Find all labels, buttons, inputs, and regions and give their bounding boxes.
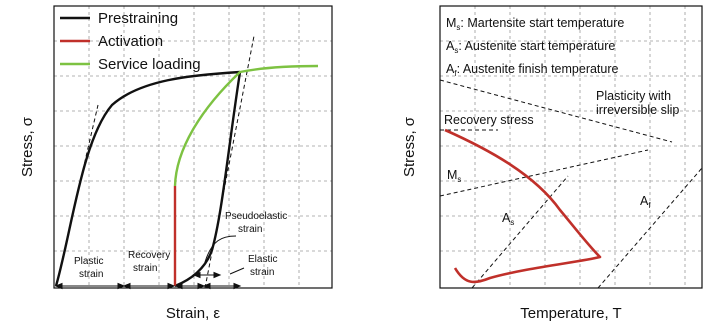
- ms-definition: Ms: Martensite start temperature: [446, 16, 624, 32]
- right-x-axis-title: Temperature, T: [520, 305, 621, 322]
- elastic-pointer: [229, 267, 245, 275]
- plasticity-line: [439, 79, 673, 143]
- legend-activation-label: Activation: [98, 33, 163, 50]
- ms-curve-label: Ms: [447, 168, 461, 184]
- legend-prestraining-label: Prestraining: [98, 10, 178, 27]
- right-frame: [439, 5, 703, 289]
- recovery-stress-label: Recovery stress: [444, 113, 534, 127]
- service-loading-curve: [173, 64, 319, 187]
- left-panel: Plastic strain Recovery strain Pseudoela…: [19, 5, 333, 322]
- recovery-stress-curve: [444, 128, 602, 284]
- legend-service-label: Service loading: [98, 56, 201, 73]
- plastic-strain-label-1: Plastic: [74, 256, 103, 267]
- pseudoelastic-strain-label-2: strain: [238, 224, 262, 235]
- prestraining-curve: [54, 70, 241, 287]
- plasticity-label-2: irreversible slip: [596, 103, 679, 117]
- right-panel: Ms: Martensite start temperature As: Aus…: [401, 5, 703, 322]
- left-y-axis-title: Stress, σ: [19, 116, 36, 177]
- unloading-curve: [174, 71, 242, 288]
- right-grid: [440, 6, 702, 288]
- elastic-strain-label-2: strain: [250, 267, 274, 278]
- left-frame: [53, 5, 333, 289]
- elastic-strain-label-1: Elastic: [248, 254, 277, 265]
- ms-line: [439, 149, 649, 197]
- pseudoelastic-pointer: [204, 235, 237, 263]
- af-line: [597, 167, 703, 289]
- recovery-strain-label-1: Recovery: [128, 250, 170, 261]
- left-grid: [54, 6, 332, 288]
- as-curve-label: As: [502, 211, 514, 227]
- plasticity-label-1: Plasticity with: [596, 89, 671, 103]
- pseudoelastic-strain-label-1: Pseudoelastic: [225, 211, 287, 222]
- as-definition: As: Austenite start temperature: [446, 39, 615, 55]
- recovery-strain-label-2: strain: [133, 263, 157, 274]
- right-y-axis-title: Stress, σ: [401, 116, 418, 177]
- right-legend: Ms: Martensite start temperature As: Aus…: [446, 16, 624, 78]
- as-line: [471, 175, 569, 289]
- af-curve-label: Af: [640, 194, 651, 210]
- left-x-axis-title: Strain, ε: [166, 305, 221, 322]
- plastic-strain-label-2: strain: [79, 269, 103, 280]
- af-definition: Af: Austenite finish temperature: [446, 62, 619, 78]
- left-legend: Prestraining Activation Service loading: [60, 10, 201, 73]
- strain-arrows: [54, 271, 242, 290]
